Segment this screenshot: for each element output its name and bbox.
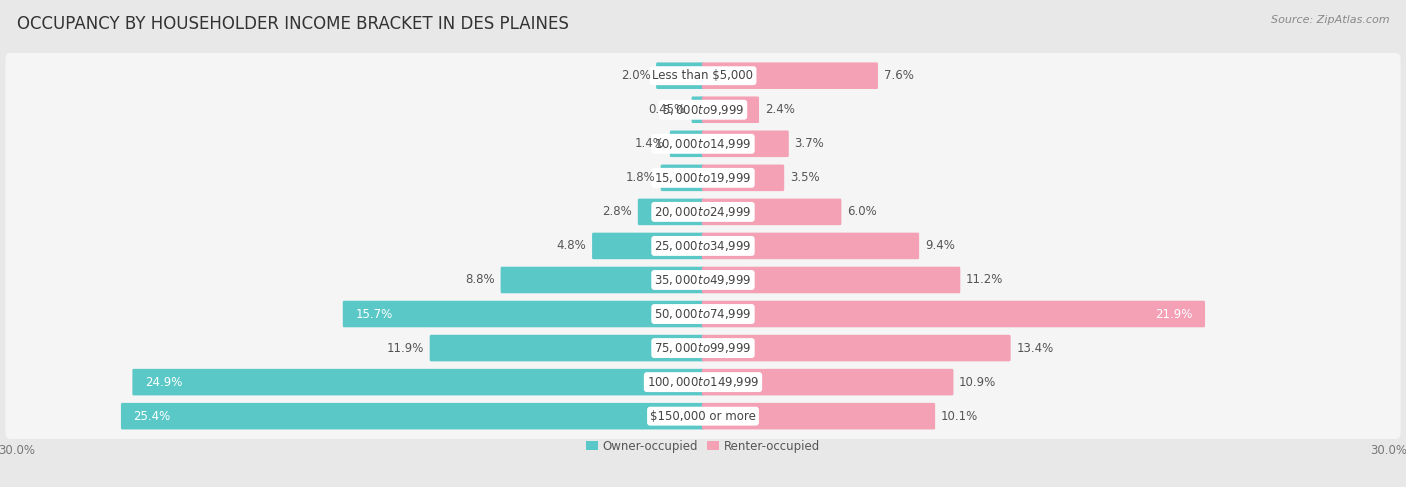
Text: 8.8%: 8.8% [465, 274, 495, 286]
Text: 10.9%: 10.9% [959, 375, 997, 389]
Text: Less than $5,000: Less than $5,000 [652, 69, 754, 82]
FancyBboxPatch shape [6, 393, 1400, 439]
Text: $20,000 to $24,999: $20,000 to $24,999 [654, 205, 752, 219]
FancyBboxPatch shape [6, 291, 1400, 337]
FancyBboxPatch shape [702, 96, 759, 123]
FancyBboxPatch shape [657, 62, 704, 89]
FancyBboxPatch shape [692, 96, 704, 123]
FancyBboxPatch shape [702, 131, 789, 157]
FancyBboxPatch shape [6, 53, 1400, 98]
Text: OCCUPANCY BY HOUSEHOLDER INCOME BRACKET IN DES PLAINES: OCCUPANCY BY HOUSEHOLDER INCOME BRACKET … [17, 15, 569, 33]
FancyBboxPatch shape [132, 369, 704, 395]
FancyBboxPatch shape [6, 359, 1400, 405]
FancyBboxPatch shape [702, 369, 953, 395]
FancyBboxPatch shape [702, 403, 935, 430]
Text: 2.0%: 2.0% [620, 69, 651, 82]
Text: $100,000 to $149,999: $100,000 to $149,999 [647, 375, 759, 389]
Text: 4.8%: 4.8% [557, 240, 586, 252]
FancyBboxPatch shape [661, 165, 704, 191]
FancyBboxPatch shape [592, 233, 704, 259]
FancyBboxPatch shape [702, 335, 1011, 361]
Text: 13.4%: 13.4% [1017, 341, 1053, 355]
Text: 6.0%: 6.0% [846, 206, 877, 218]
FancyBboxPatch shape [6, 223, 1400, 269]
Text: 9.4%: 9.4% [925, 240, 955, 252]
Text: $50,000 to $74,999: $50,000 to $74,999 [654, 307, 752, 321]
Text: 15.7%: 15.7% [356, 307, 392, 320]
FancyBboxPatch shape [702, 233, 920, 259]
Text: 1.4%: 1.4% [634, 137, 664, 150]
Text: $35,000 to $49,999: $35,000 to $49,999 [654, 273, 752, 287]
Text: $5,000 to $9,999: $5,000 to $9,999 [662, 103, 744, 117]
FancyBboxPatch shape [501, 267, 704, 293]
Legend: Owner-occupied, Renter-occupied: Owner-occupied, Renter-occupied [581, 435, 825, 457]
FancyBboxPatch shape [702, 301, 1205, 327]
Text: $25,000 to $34,999: $25,000 to $34,999 [654, 239, 752, 253]
Text: 10.1%: 10.1% [941, 410, 979, 423]
Text: 24.9%: 24.9% [145, 375, 183, 389]
FancyBboxPatch shape [702, 267, 960, 293]
Text: 3.5%: 3.5% [790, 171, 820, 185]
FancyBboxPatch shape [669, 131, 704, 157]
Text: Source: ZipAtlas.com: Source: ZipAtlas.com [1271, 15, 1389, 25]
Text: $15,000 to $19,999: $15,000 to $19,999 [654, 171, 752, 185]
Text: 7.6%: 7.6% [884, 69, 914, 82]
FancyBboxPatch shape [6, 155, 1400, 201]
Text: 1.8%: 1.8% [626, 171, 655, 185]
Text: 2.4%: 2.4% [765, 103, 794, 116]
FancyBboxPatch shape [6, 257, 1400, 303]
FancyBboxPatch shape [121, 403, 704, 430]
Text: 11.9%: 11.9% [387, 341, 425, 355]
Text: 2.8%: 2.8% [602, 206, 633, 218]
Text: $75,000 to $99,999: $75,000 to $99,999 [654, 341, 752, 355]
Text: $10,000 to $14,999: $10,000 to $14,999 [654, 137, 752, 151]
Text: $150,000 or more: $150,000 or more [650, 410, 756, 423]
Text: 11.2%: 11.2% [966, 274, 1004, 286]
FancyBboxPatch shape [6, 121, 1400, 167]
FancyBboxPatch shape [702, 62, 877, 89]
FancyBboxPatch shape [430, 335, 704, 361]
FancyBboxPatch shape [343, 301, 704, 327]
FancyBboxPatch shape [702, 199, 841, 225]
FancyBboxPatch shape [6, 325, 1400, 371]
Text: 21.9%: 21.9% [1156, 307, 1192, 320]
FancyBboxPatch shape [638, 199, 704, 225]
Text: 0.45%: 0.45% [648, 103, 686, 116]
Text: 25.4%: 25.4% [134, 410, 170, 423]
FancyBboxPatch shape [6, 189, 1400, 235]
Text: 3.7%: 3.7% [794, 137, 824, 150]
FancyBboxPatch shape [702, 165, 785, 191]
FancyBboxPatch shape [6, 87, 1400, 132]
